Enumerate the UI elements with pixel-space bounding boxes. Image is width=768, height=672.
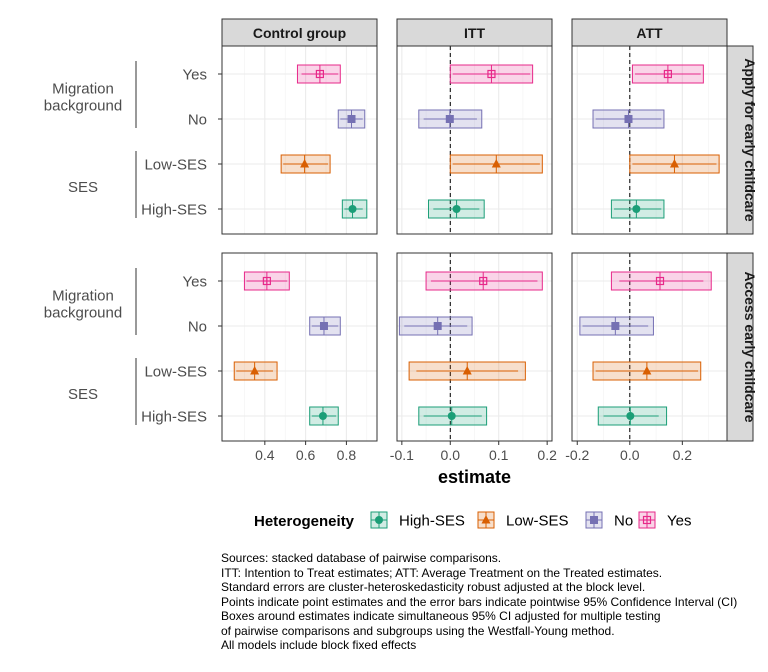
facet-panel [397,253,552,441]
caption-line: of pairwise comparisons and subgroups us… [221,623,615,638]
x-tick-label: 0.4 [255,447,275,463]
caption: Sources: stacked database of pairwise co… [221,551,768,653]
point-estimate [452,205,461,213]
row-strip [726,252,754,442]
panel-border [396,45,553,235]
row-strip [726,45,754,235]
group-label: background [44,98,122,115]
x-tick-label: 0.2 [537,447,557,463]
legend-label: Low-SES [506,513,569,530]
x-tick-label: -0.1 [390,447,414,463]
x-tick-label: 0.2 [673,447,693,463]
facet-panel [222,46,377,234]
point-estimate [669,159,679,168]
y-tick-label: Yes [183,274,207,291]
group-label: Migration [52,288,114,305]
point-estimate [318,412,327,420]
panel-border [396,252,553,442]
point-estimate [348,205,357,213]
legend-marker [590,516,598,524]
group-label: Migration [52,81,114,98]
caption-line: Sources: stacked database of pairwise co… [221,551,502,565]
point-estimate [626,412,635,420]
panel-border [221,252,378,442]
point-estimate [347,115,356,123]
y-tick-label: Yes [183,67,207,84]
caption-line: Points indicate point estimates and the … [221,594,738,609]
y-tick-label: Low-SES [144,157,207,174]
y-tick-label: High-SES [141,409,207,426]
legend-label: High-SES [399,513,465,530]
point-estimate [300,159,310,168]
legend-title: Heterogeneity [254,513,355,530]
column-strip-label: ITT [464,25,485,41]
point-estimate [319,322,328,330]
panel-background [222,46,377,234]
x-tick-label: 0.0 [620,447,640,463]
x-tick-label: 0.8 [337,447,357,463]
y-tick-label: Low-SES [144,364,207,381]
y-tick-label: No [188,112,207,129]
x-tick-label: -0.2 [565,447,589,463]
panel-border [571,252,728,442]
column-strip [571,18,728,47]
point-estimate [433,322,442,330]
point-estimate [632,205,641,213]
point-estimate [462,366,472,375]
column-strip-label: Control group [253,25,346,41]
panel-border [221,45,378,235]
point-estimate [445,115,454,123]
point-estimate [250,366,260,375]
panel-background [222,253,377,441]
facet-panel [397,46,552,234]
panel-border [571,45,728,235]
y-tick-label: No [188,319,207,336]
x-tick-label: 0.0 [441,447,461,463]
y-tick-label: High-SES [141,202,207,219]
point-estimate [624,115,633,123]
caption-line: All models include block fixed effects [221,638,417,652]
panel-background [572,46,727,234]
point-estimate [491,159,501,168]
point-estimate [611,322,620,330]
point-estimate [447,412,456,420]
legend-marker [481,515,491,524]
group-label: SES [68,179,98,196]
x-tick-label: 0.1 [489,447,509,463]
x-axis-title: estimate [438,467,511,487]
caption-line: ITT: Intention to Treat estimates; ATT: … [221,565,663,580]
facet-panel [572,46,727,234]
group-label: SES [68,386,98,403]
row-strip-label: Access early childcare [742,272,758,423]
point-estimate [642,366,652,375]
caption-line: Standard errors are cluster-heteroskedas… [221,580,646,594]
legend-label: No [614,513,633,530]
facet-panel [222,253,377,441]
legend-label: Yes [667,513,691,530]
column-strip [221,18,378,47]
legend-marker [375,516,383,524]
x-tick-label: 0.6 [296,447,316,463]
row-strip-label: Apply for early childcare [742,58,758,222]
group-label: background [44,305,122,322]
caption-line: Boxes around estimates indicate simultan… [221,609,661,623]
legend: Heterogeneity High-SES Low-SES No Yes [254,511,691,530]
column-strip-label: ATT [636,25,663,41]
